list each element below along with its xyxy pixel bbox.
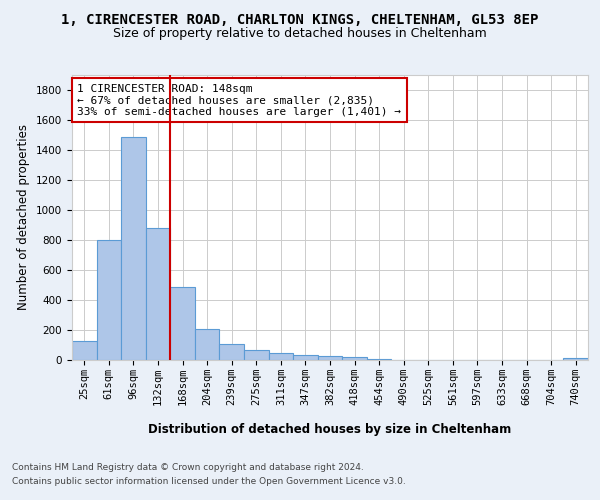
Bar [170,286,195,360]
Bar [269,353,293,360]
Text: Size of property relative to detached houses in Cheltenham: Size of property relative to detached ho… [113,28,487,40]
Bar [195,329,220,360]
Text: Contains public sector information licensed under the Open Government Licence v3: Contains public sector information licen… [12,478,406,486]
Text: Distribution of detached houses by size in Cheltenham: Distribution of detached houses by size … [148,422,512,436]
Bar [121,136,146,360]
Bar [563,358,588,360]
Bar [97,240,121,360]
Bar [244,350,269,360]
Bar [342,357,367,360]
Bar [318,356,342,360]
Text: Contains HM Land Registry data © Crown copyright and database right 2024.: Contains HM Land Registry data © Crown c… [12,462,364,471]
Bar [146,228,170,360]
Y-axis label: Number of detached properties: Number of detached properties [17,124,31,310]
Bar [220,344,244,360]
Bar [72,341,97,360]
Text: 1, CIRENCESTER ROAD, CHARLTON KINGS, CHELTENHAM, GL53 8EP: 1, CIRENCESTER ROAD, CHARLTON KINGS, CHE… [61,12,539,26]
Text: 1 CIRENCESTER ROAD: 148sqm
← 67% of detached houses are smaller (2,835)
33% of s: 1 CIRENCESTER ROAD: 148sqm ← 67% of deta… [77,84,401,116]
Bar [367,358,391,360]
Bar [293,355,318,360]
